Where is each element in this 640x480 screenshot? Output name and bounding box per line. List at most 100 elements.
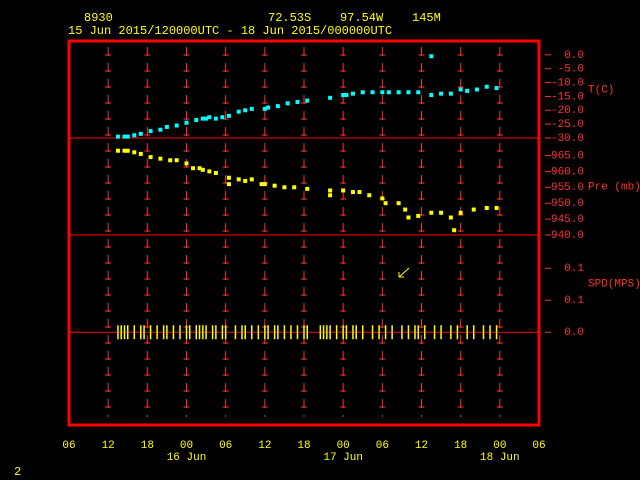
- y-tick-label: 960.0: [551, 166, 584, 178]
- point: [305, 98, 310, 103]
- point: [305, 186, 310, 191]
- station-id: 8930: [84, 11, 113, 25]
- point: [406, 215, 411, 220]
- y-tick-label: -20.0: [551, 105, 584, 117]
- y-tick-label: 950.0: [551, 198, 584, 210]
- axis-label: T(C): [588, 84, 614, 96]
- point: [272, 183, 277, 188]
- point: [458, 87, 463, 92]
- x-tick-label: 12: [102, 440, 115, 452]
- point: [380, 196, 385, 201]
- axis-label: Pre (mb): [588, 181, 640, 193]
- point: [236, 109, 241, 114]
- point: [226, 175, 231, 180]
- point: [164, 124, 169, 129]
- point: [448, 91, 453, 96]
- point: [262, 182, 267, 187]
- point: [197, 166, 202, 171]
- point: [243, 178, 248, 183]
- x-tick-label: 12: [415, 440, 428, 452]
- point: [484, 84, 489, 89]
- point: [484, 205, 489, 210]
- day-label: 17 Jun: [323, 452, 363, 464]
- point: [350, 190, 355, 195]
- x-tick-label: 00: [337, 440, 350, 452]
- x-tick-label: 00: [493, 440, 506, 452]
- point: [341, 93, 346, 98]
- period: 15 Jun 2015/120000UTC - 18 Jun 2015/0000…: [68, 24, 392, 38]
- point: [125, 134, 130, 139]
- point: [125, 148, 130, 153]
- x-tick-label: 06: [62, 440, 75, 452]
- point: [452, 228, 457, 233]
- x-tick-label: 06: [532, 440, 545, 452]
- y-tick-label: 965.0: [551, 150, 584, 162]
- point: [429, 54, 434, 59]
- point: [341, 188, 346, 193]
- point: [213, 116, 218, 121]
- axis-label: SPD(MPS): [588, 279, 640, 291]
- x-tick-label: 06: [219, 440, 232, 452]
- point: [292, 185, 297, 190]
- elevation: 145M: [412, 11, 441, 25]
- longitude: 97.54W: [340, 11, 384, 25]
- point: [115, 134, 120, 139]
- point: [370, 90, 375, 95]
- x-tick-label: 12: [258, 440, 271, 452]
- point: [262, 106, 267, 111]
- day-label: 16 Jun: [167, 452, 207, 464]
- point: [380, 90, 385, 95]
- y-tick-label: -10.0: [551, 77, 584, 89]
- point: [357, 190, 362, 195]
- point: [226, 113, 231, 118]
- point: [386, 90, 391, 95]
- point: [115, 148, 120, 153]
- point: [474, 87, 479, 92]
- y-tick-label: 0.1: [564, 295, 584, 307]
- point: [403, 207, 408, 212]
- point: [207, 115, 212, 120]
- point: [138, 131, 143, 136]
- point: [439, 210, 444, 215]
- y-tick-label: 0.1: [564, 263, 584, 275]
- point: [429, 210, 434, 215]
- x-tick-label: 18: [297, 440, 310, 452]
- point: [259, 182, 264, 187]
- point: [266, 105, 271, 110]
- point: [158, 127, 163, 132]
- y-tick-label: 0.0: [564, 327, 584, 339]
- point: [243, 108, 248, 113]
- point: [249, 106, 254, 111]
- y-tick-label: -5.0: [558, 64, 584, 76]
- x-tick-label: 06: [376, 440, 389, 452]
- point: [494, 205, 499, 210]
- point: [204, 116, 209, 121]
- point: [236, 177, 241, 182]
- y-tick-label: 0.0: [564, 50, 584, 62]
- point: [295, 99, 300, 104]
- point: [194, 117, 199, 122]
- y-tick-label: -25.0: [551, 119, 584, 131]
- point: [132, 133, 137, 138]
- point: [344, 93, 349, 98]
- latitude: 72.53S: [268, 11, 311, 25]
- x-tick-label: 18: [141, 440, 154, 452]
- x-tick-label: 00: [180, 440, 193, 452]
- y-tick-label: -30.0: [551, 133, 584, 145]
- point: [200, 116, 205, 121]
- y-tick-label: -15.0: [551, 91, 584, 103]
- y-tick-label: 945.0: [551, 214, 584, 226]
- point: [396, 90, 401, 95]
- point: [138, 151, 143, 156]
- point: [158, 156, 163, 161]
- point: [174, 123, 179, 128]
- point: [406, 90, 411, 95]
- point: [184, 120, 189, 125]
- y-tick-label: 955.0: [551, 182, 584, 194]
- point: [494, 86, 499, 91]
- point: [328, 188, 333, 193]
- page-number: 2: [14, 465, 21, 479]
- point: [350, 91, 355, 96]
- y-tick-label: 940.0: [551, 230, 584, 242]
- point: [148, 155, 153, 160]
